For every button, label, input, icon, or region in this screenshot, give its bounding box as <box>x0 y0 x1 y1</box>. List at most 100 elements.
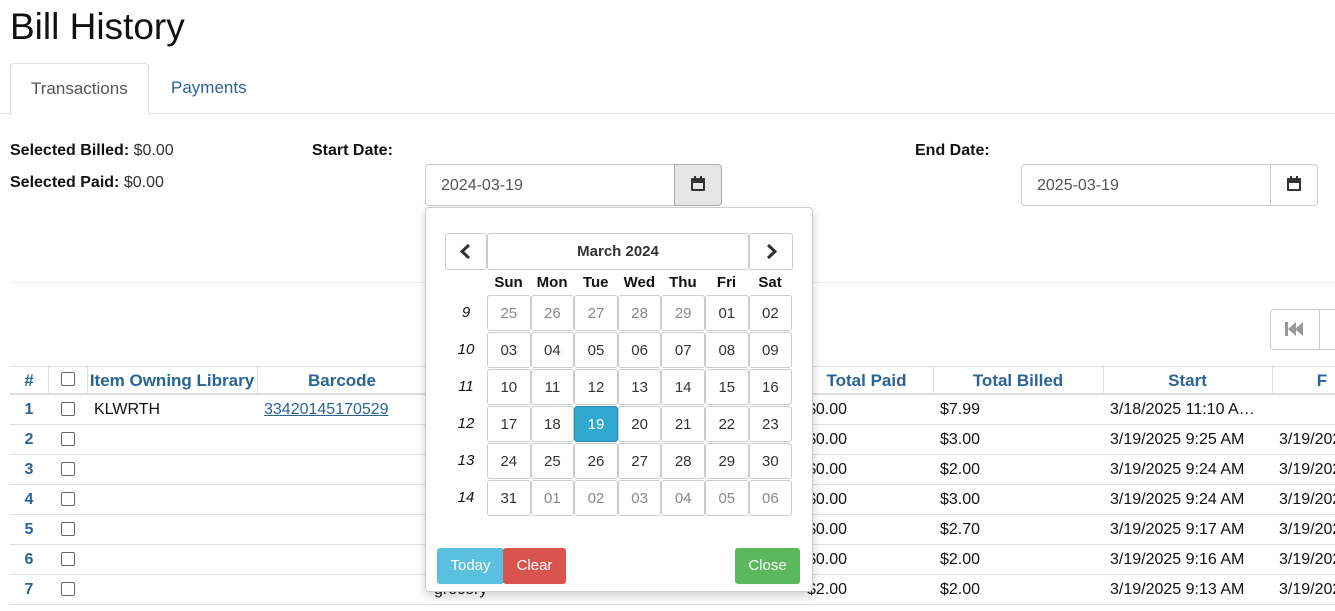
first-page-button[interactable] <box>1270 309 1320 350</box>
day[interactable]: 17 <box>487 406 531 442</box>
weekday: Sat <box>758 274 782 291</box>
day[interactable]: 19 <box>574 406 618 442</box>
column-header[interactable]: # <box>24 371 34 390</box>
weekday: Thu <box>669 274 697 291</box>
column-header[interactable]: F <box>1316 371 1328 390</box>
day[interactable]: 06 <box>617 332 662 368</box>
day[interactable]: 07 <box>661 332 705 368</box>
day[interactable]: 01 <box>705 295 749 331</box>
selected-billed: Selected Billed: $0.00 <box>10 142 174 160</box>
selected-paid: Selected Paid: $0.00 <box>10 174 164 192</box>
checkbox[interactable] <box>61 372 75 386</box>
column-header[interactable]: Total Billed <box>972 371 1064 390</box>
weekday: Wed <box>623 274 655 291</box>
day[interactable]: 29 <box>705 443 749 479</box>
end-input[interactable]: 2025-03-19 <box>1021 164 1271 206</box>
day[interactable]: 24 <box>487 443 531 479</box>
checkbox[interactable] <box>61 492 75 506</box>
day[interactable]: 02 <box>574 480 618 516</box>
day[interactable]: 11 <box>530 369 575 405</box>
day[interactable]: 27 <box>574 295 618 331</box>
first-icon <box>1285 322 1303 336</box>
day[interactable]: 29 <box>661 295 705 331</box>
cell[interactable]: 33420145170529 <box>264 401 389 418</box>
day[interactable]: 23 <box>748 406 793 442</box>
day[interactable]: 14 <box>661 369 705 405</box>
page-button[interactable] <box>1319 309 1335 350</box>
datepicker: March 2024 Sun Mon Tue Wed Thu Fri Sat 9 25 26 27 28… <box>425 207 813 592</box>
today-button[interactable]: Today <box>437 548 504 584</box>
checkbox[interactable] <box>61 432 75 446</box>
tab[interactable]: Transactions <box>10 63 149 115</box>
next-month[interactable] <box>749 233 793 270</box>
day[interactable]: 27 <box>617 443 662 479</box>
cell: $7.99 <box>940 401 981 418</box>
row-number[interactable]: 7 <box>24 581 34 598</box>
week-number: 12 <box>457 415 475 432</box>
day[interactable]: 26 <box>530 295 575 331</box>
checkbox[interactable] <box>61 462 75 476</box>
cell: 3/19/2025 9:25 AM <box>1110 431 1245 448</box>
column-header[interactable]: Total Paid <box>826 371 907 390</box>
day[interactable]: 28 <box>661 443 705 479</box>
checkbox[interactable] <box>61 552 75 566</box>
row-number[interactable]: 4 <box>24 491 34 508</box>
column-header[interactable]: Barcode <box>307 371 377 390</box>
day[interactable]: 13 <box>617 369 662 405</box>
prev-month[interactable] <box>445 233 487 270</box>
day[interactable]: 21 <box>661 406 705 442</box>
checkbox[interactable] <box>61 582 75 596</box>
day[interactable]: 04 <box>661 480 705 516</box>
day[interactable]: 15 <box>705 369 749 405</box>
day[interactable]: 06 <box>748 480 793 516</box>
month-title[interactable]: March 2024 <box>487 233 749 270</box>
tab-border <box>0 113 1335 114</box>
day[interactable]: 30 <box>748 443 793 479</box>
column-header[interactable]: Start <box>1168 371 1207 390</box>
row-number[interactable]: 3 <box>24 461 34 478</box>
day[interactable]: 26 <box>574 443 618 479</box>
cell: 3/19/2025 9:16 AM <box>1110 551 1245 568</box>
weekday: Sun <box>494 274 523 291</box>
close-button[interactable]: Close <box>735 548 800 584</box>
day[interactable]: 05 <box>705 480 749 516</box>
day[interactable]: 31 <box>487 480 531 516</box>
day[interactable]: 12 <box>574 369 618 405</box>
day[interactable]: 18 <box>530 406 575 442</box>
day[interactable]: 20 <box>617 406 662 442</box>
clear-button[interactable]: Clear <box>503 548 566 584</box>
day[interactable]: 25 <box>487 295 531 331</box>
day[interactable]: 01 <box>530 480 575 516</box>
tab[interactable]: Payments <box>171 78 247 97</box>
row-number[interactable]: 2 <box>24 431 34 448</box>
day[interactable]: 04 <box>530 332 575 368</box>
day[interactable]: 28 <box>617 295 662 331</box>
start-input[interactable]: 2024-03-19 <box>425 164 675 206</box>
calendar-icon <box>1287 176 1301 191</box>
cell: 3/19/2025 9:13 AM <box>1110 581 1245 598</box>
row-number[interactable]: 6 <box>24 551 34 568</box>
row-number[interactable]: 1 <box>24 401 34 418</box>
day[interactable]: 25 <box>530 443 575 479</box>
calendar-button[interactable] <box>674 164 722 206</box>
day[interactable]: 10 <box>487 369 531 405</box>
row-number[interactable]: 5 <box>24 521 34 538</box>
weekday: Fri <box>716 274 737 291</box>
checkbox[interactable] <box>61 522 75 536</box>
day[interactable]: 16 <box>748 369 793 405</box>
cell: 3/19/2025 <box>1279 521 1335 538</box>
day[interactable]: 08 <box>705 332 749 368</box>
day[interactable]: 02 <box>748 295 793 331</box>
checkbox[interactable] <box>61 402 75 416</box>
label: Selected Paid: <box>10 174 120 191</box>
cell: 3/19/2025 <box>1279 551 1335 568</box>
column-header[interactable]: Item Owning Library <box>89 371 255 390</box>
day[interactable]: 05 <box>574 332 618 368</box>
cell: $0.00 <box>807 551 848 568</box>
chevron-left <box>459 243 471 260</box>
calendar-button[interactable] <box>1270 164 1318 206</box>
day[interactable]: 03 <box>487 332 531 368</box>
day[interactable]: 22 <box>705 406 749 442</box>
day[interactable]: 09 <box>748 332 793 368</box>
day[interactable]: 03 <box>617 480 662 516</box>
